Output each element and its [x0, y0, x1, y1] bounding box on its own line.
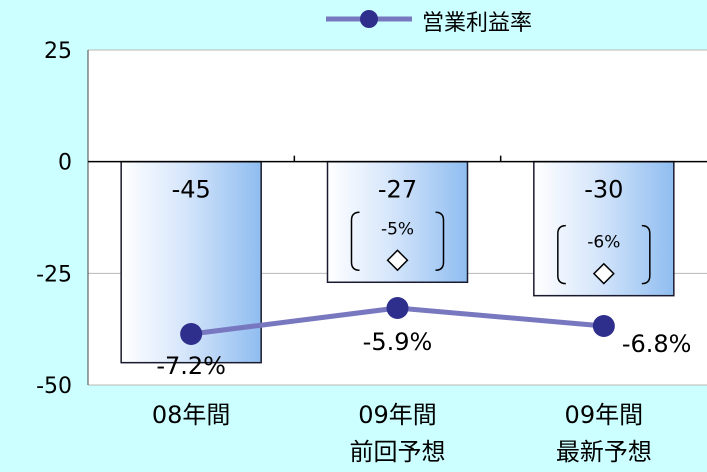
margin-label: -7.2% [156, 352, 226, 380]
previous-margin-label: -6% [587, 233, 620, 253]
bracket-left [350, 211, 360, 272]
y-tick-label: -25 [36, 262, 72, 287]
x-category-label: 09年間 [358, 401, 437, 429]
bracket-left [557, 224, 566, 285]
bar-value-label: -30 [584, 176, 623, 204]
margin-line: -7.2% -5.9% -6.8% [156, 297, 691, 380]
y-axis: 25 0 -25 -50 [36, 39, 89, 399]
x-category-label: 09年間 [565, 401, 644, 429]
x-category-label: 前回予想 [350, 438, 446, 466]
margin-point [180, 323, 203, 345]
bar-value-label: -45 [172, 176, 211, 204]
margin-label: -6.8% [622, 330, 692, 358]
bar-value-label: -27 [378, 176, 417, 204]
previous-margin-markers: -5% -6% [350, 211, 651, 285]
margin-point [592, 315, 615, 337]
x-axis [88, 155, 707, 163]
previous-margin-label: -5% [381, 219, 414, 239]
y-tick-label: 25 [44, 39, 72, 64]
bracket-right [435, 211, 445, 272]
legend: 営業利益率 [326, 10, 532, 36]
y-tick-label: 0 [58, 151, 72, 176]
previous-margin-marker [386, 249, 409, 272]
margin-label: -5.9% [363, 328, 433, 356]
bracket-right [641, 224, 651, 285]
legend-label: 営業利益率 [422, 11, 532, 36]
previous-margin-marker [592, 262, 615, 285]
margin-point [386, 297, 409, 319]
x-category-label: 最新予想 [556, 438, 652, 466]
x-category-label: 08年間 [152, 401, 231, 429]
y-tick-label: -50 [36, 374, 72, 399]
legend-marker-swatch [360, 10, 378, 28]
